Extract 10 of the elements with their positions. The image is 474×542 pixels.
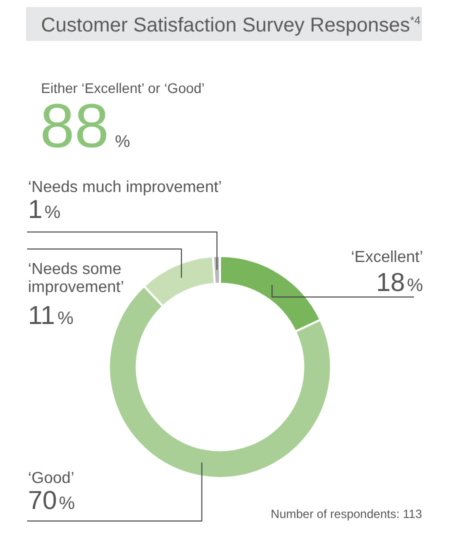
data-label: 1% [28, 194, 60, 224]
slice-label: ‘Good’ [28, 470, 74, 487]
data-label: 70% [28, 485, 75, 515]
data-label: 11% [28, 300, 74, 330]
data-label: 18% [376, 267, 424, 297]
slice-label: ‘Excellent’ [350, 249, 423, 266]
chart-title: Customer Satisfaction Survey Responses$^{*4}$ [26, 7, 422, 41]
slice-label: ‘Needs some improvement’ [28, 261, 124, 296]
slice-label: ‘Needs much improvement’ [28, 179, 222, 196]
text: Number of respondents: 113 [270, 507, 422, 521]
